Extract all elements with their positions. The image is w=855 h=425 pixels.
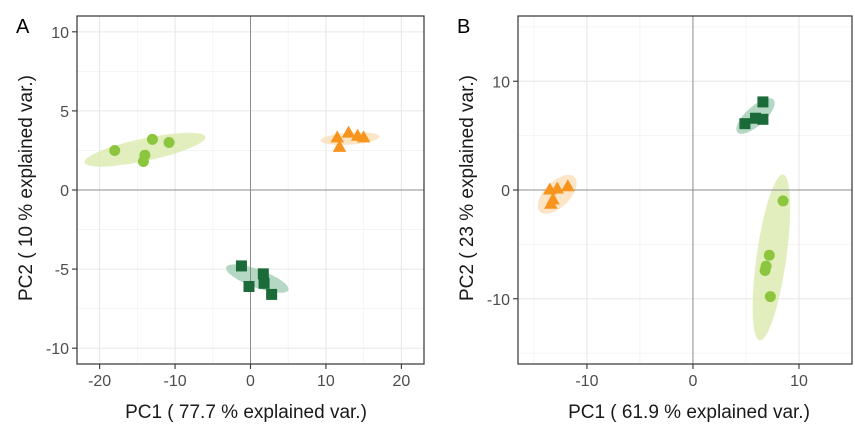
panel-a-point-circle [109,144,121,156]
panel-b-point-triangle [561,179,575,192]
panel-a-point-square [258,277,270,289]
panel-b-x-tick-label: 0 [688,373,697,390]
panel-b-point-triangle [550,181,564,194]
panel-a-y-tick-label: 0 [60,183,69,200]
panel-a-y-tick-label: 5 [60,104,69,121]
panel-a-point-square [257,268,269,280]
panel-b-point-triangle [544,196,558,209]
panel-a-point-square [235,260,247,272]
panel-b-x-tick-label: -10 [575,373,598,390]
panel-a-point-triangle [356,130,371,143]
panel-b-y-tick-label: 10 [492,74,510,91]
panel-a-point-circle [163,137,175,149]
panel-b-point-square [739,118,751,130]
panel-b-point-circle [759,264,771,276]
panel-a-y-tick-label: -5 [55,262,69,279]
panel-a-point-square [266,288,278,300]
panel-a-axes: -20 -10 0 10 20 -10 -5 0 5 10 [46,15,425,390]
panel-a-ellipse-square [225,264,289,293]
panel-b-point-circle [764,291,776,303]
panel-a-x-tick-label: 0 [246,373,255,390]
panel-b-point-square [757,113,769,125]
panel-a-ellipse-circle [84,132,206,167]
panel-a-points [109,125,371,300]
panel-a-point-triangle [341,125,356,138]
panel-b-points [543,96,789,303]
panel-b-y-axis-title: PC2 ( 23 % explained var.) [457,75,478,301]
panel-a-point-triangle [330,130,344,143]
panel-a-reference-lines [77,16,424,364]
panel-b-point-circle [777,195,789,207]
panel-a-x-tick-label: -10 [164,373,187,390]
panel-b: -10 0 10 -10 0 10 B PC1 ( 61.9 % explained va… [457,15,853,423]
panel-b-x-tick-label: 10 [790,373,808,390]
panel-b-y-tick-label: 0 [501,183,510,200]
panel-a-point-circle [146,133,158,145]
panel-a-point-triangle [332,139,347,152]
panel-b-letter: B [457,16,470,38]
panel-a-x-axis-title: PC1 ( 77.7 % explained var.) [125,402,367,423]
panel-a-x-tick-label: 10 [317,373,335,390]
panel-b-axes: -10 0 10 -10 0 10 [487,15,853,390]
panel-a-point-square [243,280,255,292]
panel-a-y-tick-label: -10 [46,341,69,358]
panel-a-letter: A [16,16,30,38]
panel-b-ellipse-triangle [537,174,577,214]
panel-a-point-circle [137,156,149,168]
panel-a: -20 -10 0 10 20 -10 -5 0 5 10 A PC1 ( 77.7 % expl… [16,15,425,423]
panel-a-x-tick-label: 20 [392,373,410,390]
panel-a-y-tick-label: 10 [51,25,69,42]
panel-b-point-square [757,96,769,108]
panel-a-x-tick-label: -20 [88,373,111,390]
panel-b-point-square [750,112,762,124]
panel-b-y-tick-label: -10 [487,292,510,309]
panel-b-ellipses [537,98,791,341]
panel-a-y-axis-title: PC2 ( 10 % explained var.) [16,75,37,301]
panel-b-point-circle [763,249,775,261]
panel-b-x-axis-title: PC1 ( 61.9 % explained var.) [568,402,810,423]
